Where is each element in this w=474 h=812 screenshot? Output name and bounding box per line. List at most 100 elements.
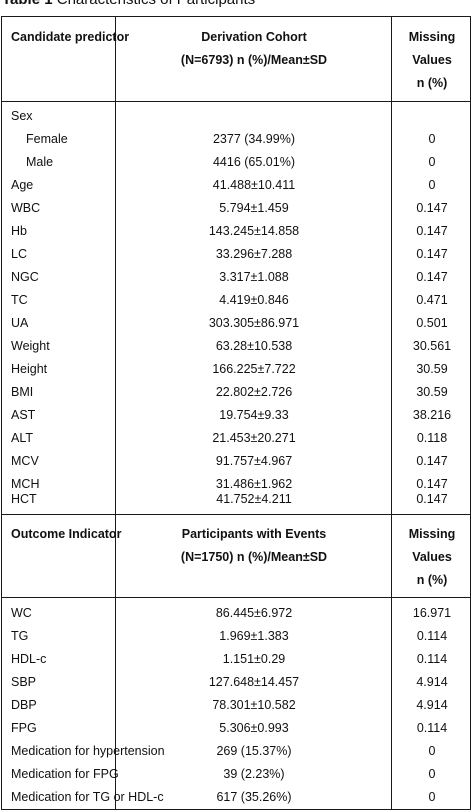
row-value: 166.225±7.722: [212, 362, 296, 376]
table-caption: Table 1 Characteristics of Participants: [2, 0, 255, 8]
row-missing: 0: [428, 790, 436, 804]
row-missing: 0: [428, 744, 436, 758]
row-value: 4416 (65.01%): [212, 155, 295, 169]
row-value: 22.802±2.726: [215, 385, 293, 399]
row-name: TG: [11, 629, 29, 643]
row-missing: 0.147: [416, 492, 448, 506]
row-name: Medication for FPG: [11, 767, 119, 781]
row-missing: 30.561: [412, 339, 452, 353]
row-missing: 30.59: [416, 362, 448, 376]
section-rule: [2, 514, 470, 515]
row-name: NGC: [11, 270, 39, 284]
row-value: 86.445±6.972: [215, 606, 293, 620]
header-values: Values: [412, 550, 452, 564]
row-name: Age: [11, 178, 34, 192]
row-missing: 0: [428, 178, 436, 192]
row-missing: 0: [428, 767, 436, 781]
row-value: 63.28±10.538: [215, 339, 293, 353]
row-value: 5.306±0.993: [219, 721, 289, 735]
header-candidate-predictor: Candidate predictor: [11, 30, 130, 44]
header-rule: [2, 597, 470, 598]
row-missing: 0.114: [416, 652, 448, 666]
row-name: HCT: [11, 492, 37, 506]
row-value: 617 (35.26%): [216, 790, 292, 804]
header-n-percent: n (%): [416, 573, 448, 587]
row-missing: 0: [428, 132, 436, 146]
row-value: 41.752±4.211: [216, 492, 292, 506]
row-missing: 38.216: [412, 408, 452, 422]
header-participants-n: (N=1750) n (%)/Mean±SD: [180, 550, 328, 564]
row-value: 21.453±20.271: [212, 431, 296, 445]
row-name: BMI: [11, 385, 34, 399]
row-name: TC: [11, 293, 28, 307]
row-name: DBP: [11, 698, 37, 712]
row-value: 91.757±4.967: [215, 454, 293, 468]
row-value: 127.648±14.457: [208, 675, 300, 689]
column-divider: [115, 17, 116, 809]
row-name: Height: [11, 362, 48, 376]
row-value: 2377 (34.99%): [212, 132, 295, 146]
row-value: 19.754±9.33: [219, 408, 289, 422]
header-rule: [2, 101, 470, 102]
row-name: Male: [26, 155, 54, 169]
row-value: 269 (15.37%): [216, 744, 292, 758]
row-name: MCV: [11, 454, 39, 468]
row-name: FPG: [11, 721, 37, 735]
group-label-sex: Sex: [11, 109, 33, 123]
row-name: Female: [26, 132, 68, 146]
row-name: Hb: [11, 224, 27, 238]
row-missing: 0.501: [416, 316, 448, 330]
column-divider: [391, 17, 392, 809]
header-missing: Missing: [408, 527, 456, 541]
row-missing: 0.118: [416, 431, 448, 445]
row-value: 3.317±1.088: [219, 270, 289, 284]
row-missing: 0.147: [416, 477, 448, 491]
row-value: 1.151±0.29: [222, 652, 286, 666]
row-value: 39 (2.23%): [223, 767, 285, 781]
row-missing: 30.59: [416, 385, 448, 399]
characteristics-table: Candidate predictor Derivation Cohort (N…: [1, 16, 471, 810]
row-missing: 0.147: [416, 201, 448, 215]
row-value: 41.488±10.411: [212, 178, 296, 192]
row-value: 1.969±1.383: [219, 629, 289, 643]
row-missing: 0: [428, 155, 436, 169]
header-derivation-n: (N=6793) n (%)/Mean±SD: [180, 53, 328, 67]
row-missing: 16.971: [412, 606, 452, 620]
row-missing: 4.914: [416, 698, 448, 712]
row-name: LC: [11, 247, 27, 261]
row-value: 4.419±0.846: [219, 293, 289, 307]
row-value: 5.794±1.459: [219, 201, 289, 215]
header-derivation-cohort: Derivation Cohort: [201, 30, 307, 44]
row-missing: 0.147: [416, 224, 448, 238]
header-outcome-indicator: Outcome Indicator: [11, 527, 122, 541]
row-missing: 4.914: [416, 675, 448, 689]
row-missing: 0.147: [416, 454, 448, 468]
header-participants-events: Participants with Events: [181, 527, 327, 541]
row-value: 143.245±14.858: [208, 224, 300, 238]
row-name: Medication for hypertension: [11, 744, 165, 758]
row-missing: 0.114: [416, 721, 448, 735]
row-name: MCH: [11, 477, 40, 491]
row-missing: 0.114: [416, 629, 448, 643]
row-name: HDL-c: [11, 652, 47, 666]
row-name: SBP: [11, 675, 37, 689]
header-n-percent: n (%): [416, 76, 448, 90]
row-value: 303.305±86.971: [208, 316, 300, 330]
table-caption-label: Table 1: [2, 0, 53, 8]
row-missing: 0.147: [416, 270, 448, 284]
row-missing: 0.471: [416, 293, 448, 307]
row-value: 33.296±7.288: [215, 247, 293, 261]
row-name: AST: [11, 408, 36, 422]
header-values: Values: [412, 53, 452, 67]
row-missing: 0.147: [416, 247, 448, 261]
table-caption-title: Characteristics of Participants: [57, 0, 255, 8]
header-missing: Missing: [408, 30, 456, 44]
row-name: WBC: [11, 201, 41, 215]
row-name: WC: [11, 606, 32, 620]
row-name: ALT: [11, 431, 33, 445]
row-name: UA: [11, 316, 29, 330]
row-name: Medication for TG or HDL-c: [11, 790, 164, 804]
row-value: 31.486±1.962: [215, 477, 293, 491]
row-name: Weight: [11, 339, 50, 353]
row-value: 78.301±10.582: [212, 698, 296, 712]
